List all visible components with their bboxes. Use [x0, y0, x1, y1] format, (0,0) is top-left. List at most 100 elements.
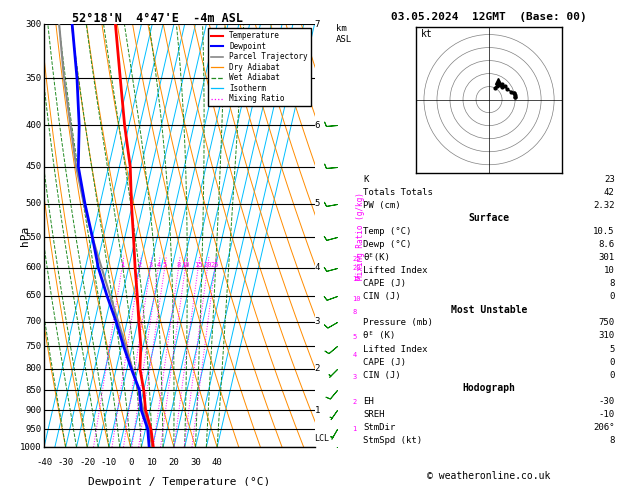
Text: hPa: hPa: [20, 226, 30, 246]
Text: θᴱ (K): θᴱ (K): [364, 331, 396, 341]
Text: SREH: SREH: [364, 410, 385, 419]
Text: 350: 350: [25, 74, 42, 83]
Text: 301: 301: [599, 253, 615, 262]
Text: 750: 750: [599, 318, 615, 328]
Text: 20: 20: [203, 262, 212, 268]
Text: -10: -10: [599, 410, 615, 419]
Text: CAPE (J): CAPE (J): [364, 279, 406, 288]
Text: StmDir: StmDir: [364, 423, 396, 432]
Text: 03.05.2024  12GMT  (Base: 00): 03.05.2024 12GMT (Base: 00): [391, 12, 587, 22]
Text: 650: 650: [25, 291, 42, 300]
Text: K: K: [364, 174, 369, 184]
Text: 2.32: 2.32: [593, 201, 615, 210]
Text: 0: 0: [610, 292, 615, 301]
Text: 5: 5: [162, 262, 167, 268]
Text: 550: 550: [25, 233, 42, 242]
Text: 5: 5: [352, 333, 357, 340]
Text: Hodograph: Hodograph: [462, 383, 516, 393]
Text: 206°: 206°: [593, 423, 615, 432]
Text: LCL: LCL: [314, 434, 330, 443]
Text: 3: 3: [148, 262, 152, 268]
Text: 950: 950: [25, 425, 42, 434]
Text: Dewp (°C): Dewp (°C): [364, 240, 412, 249]
Text: 1: 1: [352, 426, 357, 432]
Text: 0: 0: [128, 458, 133, 467]
Text: CIN (J): CIN (J): [364, 292, 401, 301]
Text: 52°18'N  4°47'E  -4m ASL: 52°18'N 4°47'E -4m ASL: [72, 12, 243, 25]
Text: 700: 700: [25, 317, 42, 327]
Text: 750: 750: [25, 342, 42, 350]
Text: 4: 4: [352, 352, 357, 358]
Text: 5: 5: [610, 345, 615, 353]
Text: 0: 0: [610, 358, 615, 366]
Text: Lifted Index: Lifted Index: [364, 345, 428, 353]
Text: PW (cm): PW (cm): [364, 201, 401, 210]
Text: Surface: Surface: [469, 213, 509, 223]
Text: 7: 7: [314, 20, 320, 29]
Text: km
ASL: km ASL: [336, 24, 352, 44]
Text: Dewpoint / Temperature (°C): Dewpoint / Temperature (°C): [88, 477, 270, 486]
Text: 8: 8: [610, 279, 615, 288]
Text: Lifted Index: Lifted Index: [364, 266, 428, 275]
Text: 0: 0: [610, 371, 615, 380]
Text: 400: 400: [25, 121, 42, 130]
Text: EH: EH: [364, 397, 374, 406]
Text: 15: 15: [194, 262, 203, 268]
Text: 10: 10: [147, 458, 158, 467]
Text: 500: 500: [25, 199, 42, 208]
Text: 600: 600: [25, 263, 42, 272]
Legend: Temperature, Dewpoint, Parcel Trajectory, Dry Adiabat, Wet Adiabat, Isotherm, Mi: Temperature, Dewpoint, Parcel Trajectory…: [208, 28, 311, 106]
Text: -10: -10: [101, 458, 117, 467]
Text: 900: 900: [25, 406, 42, 415]
Text: Pressure (mb): Pressure (mb): [364, 318, 433, 328]
Text: 1: 1: [120, 262, 124, 268]
Text: 42: 42: [604, 188, 615, 197]
Text: kt: kt: [421, 29, 433, 39]
Text: 850: 850: [25, 385, 42, 395]
Text: -30: -30: [58, 458, 74, 467]
Text: CAPE (J): CAPE (J): [364, 358, 406, 366]
Text: CIN (J): CIN (J): [364, 371, 401, 380]
Text: 2: 2: [314, 364, 320, 373]
Text: 10: 10: [352, 295, 361, 301]
Text: 10: 10: [181, 262, 189, 268]
Text: 6: 6: [314, 121, 320, 130]
Text: 8: 8: [352, 309, 357, 314]
Text: 10: 10: [604, 266, 615, 275]
Text: 40: 40: [212, 458, 223, 467]
Text: Most Unstable: Most Unstable: [451, 305, 527, 315]
Text: 3: 3: [314, 317, 320, 327]
Text: 20: 20: [169, 458, 179, 467]
Text: 1000: 1000: [20, 443, 42, 451]
Text: 15: 15: [352, 276, 361, 282]
Text: 8: 8: [610, 436, 615, 445]
Text: -20: -20: [79, 458, 96, 467]
Text: 25: 25: [211, 262, 219, 268]
Text: Temp (°C): Temp (°C): [364, 227, 412, 236]
Text: 4: 4: [314, 263, 320, 272]
Text: θᴱ(K): θᴱ(K): [364, 253, 390, 262]
Text: 5: 5: [314, 199, 320, 208]
Text: 800: 800: [25, 364, 42, 373]
Text: Totals Totals: Totals Totals: [364, 188, 433, 197]
Text: 4: 4: [156, 262, 160, 268]
Text: © weatheronline.co.uk: © weatheronline.co.uk: [427, 471, 551, 481]
Text: 23: 23: [604, 174, 615, 184]
Text: -40: -40: [36, 458, 52, 467]
Text: 8: 8: [176, 262, 181, 268]
Text: 2: 2: [352, 399, 357, 405]
Text: 20: 20: [352, 265, 361, 271]
Text: 1: 1: [314, 406, 320, 415]
Text: 8.6: 8.6: [599, 240, 615, 249]
Text: 450: 450: [25, 162, 42, 171]
Text: 10.5: 10.5: [593, 227, 615, 236]
Text: 2: 2: [137, 262, 142, 268]
Text: StmSpd (kt): StmSpd (kt): [364, 436, 423, 445]
Text: 310: 310: [599, 331, 615, 341]
Text: 3: 3: [352, 374, 357, 381]
Text: 25: 25: [352, 256, 361, 262]
Text: 30: 30: [190, 458, 201, 467]
Text: 300: 300: [25, 20, 42, 29]
Text: -30: -30: [599, 397, 615, 406]
Text: Mixing Ratio (g/kg): Mixing Ratio (g/kg): [355, 192, 365, 279]
